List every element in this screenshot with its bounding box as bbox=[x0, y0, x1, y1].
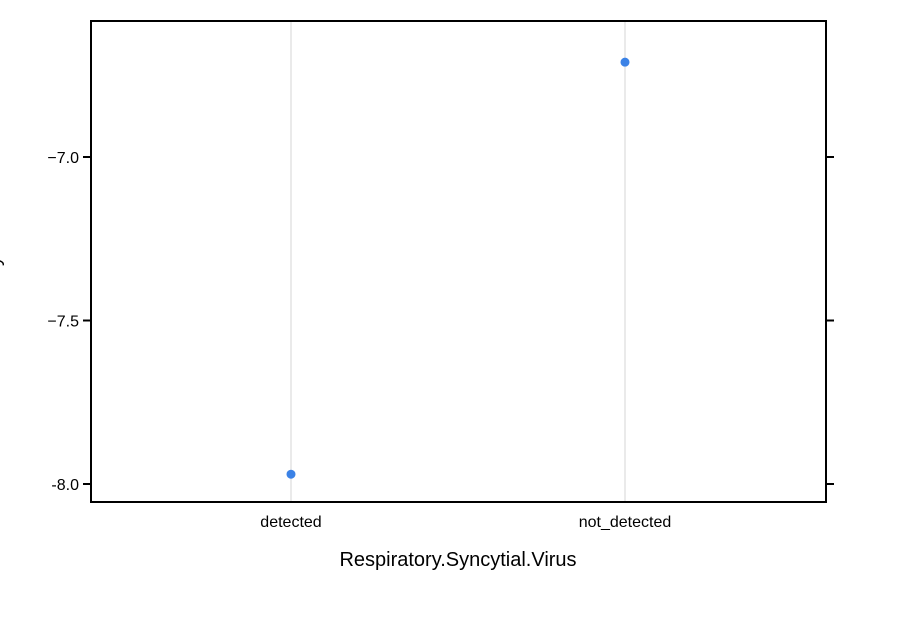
grid-layer bbox=[290, 22, 626, 501]
plot-frame bbox=[90, 20, 827, 503]
x-tick-label: not_detected bbox=[579, 514, 672, 531]
data-point bbox=[286, 469, 296, 479]
y-tick-label: −7.0 bbox=[47, 150, 79, 167]
x-tick-label: detected bbox=[260, 514, 321, 531]
x-axis-title: Respiratory.Syncytial.Virus bbox=[339, 549, 576, 571]
data-point bbox=[620, 57, 630, 67]
tick-layer: -8.0 −7.5 −7.0 detected not_detected bbox=[47, 150, 834, 531]
y-axis-title: y bbox=[0, 256, 5, 266]
y-tick-label: −7.5 bbox=[47, 314, 79, 331]
point-layer bbox=[286, 57, 630, 479]
y-tick-label: -8.0 bbox=[51, 477, 79, 494]
